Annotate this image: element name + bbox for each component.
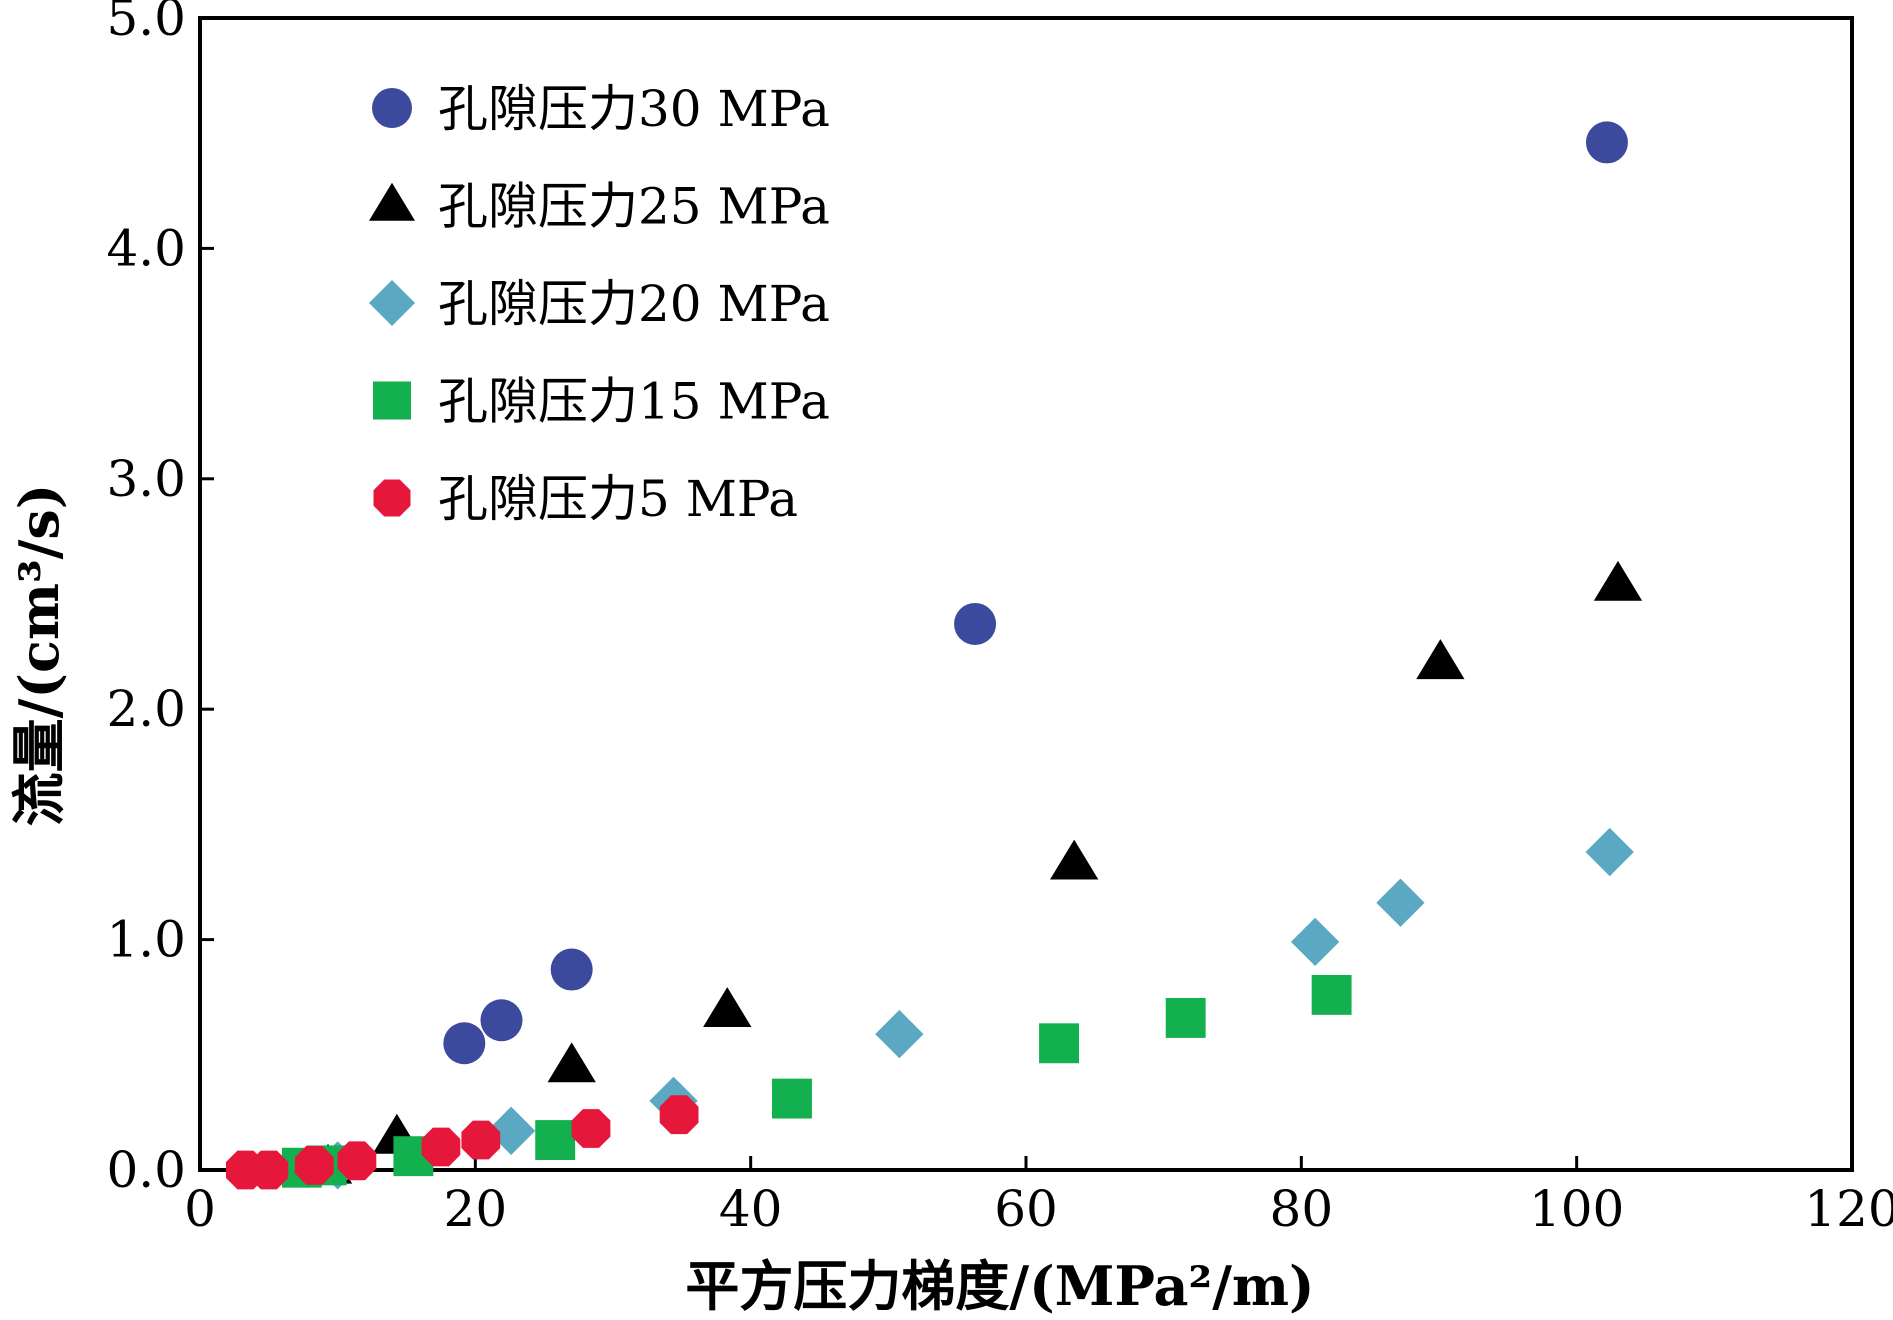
x-tick-label: 0	[184, 1180, 216, 1238]
y-tick-label: 2.0	[106, 680, 186, 738]
y-axis: 0.0 1.0 2.0 3.0 4.0 5.0	[106, 0, 214, 1199]
data-point-triangle	[547, 1042, 596, 1083]
x-tick-label: 60	[994, 1180, 1058, 1238]
data-point-circle	[480, 999, 523, 1042]
legend-label: 孔隙压力5 MPa	[438, 470, 798, 528]
data-point-square	[535, 1120, 576, 1160]
data-point-octagon	[571, 1109, 611, 1148]
series-circle	[443, 121, 1628, 1065]
data-point-triangle	[1593, 560, 1643, 601]
legend: 孔隙压力30 MPa 孔隙压力25 MPa 孔隙压力20 MPa 孔隙压力15 MPa…	[369, 80, 830, 528]
data-point-diamond	[875, 1009, 924, 1059]
legend-item: 孔隙压力5 MPa	[373, 470, 798, 528]
legend-label: 孔隙压力30 MPa	[438, 80, 830, 138]
data-point-octagon	[249, 1150, 289, 1190]
y-tick-label: 0.0	[106, 1141, 186, 1199]
legend-label: 孔隙压力15 MPa	[438, 373, 830, 431]
data-point-square	[772, 1078, 812, 1119]
series-triangle	[303, 560, 1643, 1184]
data-point-triangle	[1416, 639, 1465, 680]
series-octagon	[226, 1095, 699, 1190]
x-tick-label: 20	[444, 1180, 508, 1238]
legend-label: 孔隙压力25 MPa	[438, 178, 830, 236]
y-axis-title: 流量/(cm³/s)	[7, 484, 71, 827]
data-point-circle	[1585, 121, 1628, 164]
y-tick-label: 3.0	[106, 450, 186, 508]
data-point-diamond	[1290, 917, 1340, 967]
y-tick-label: 4.0	[106, 219, 186, 277]
data-point-circle	[443, 1022, 486, 1065]
x-tick-label: 120	[1804, 1180, 1893, 1238]
data-markers	[226, 121, 1643, 1190]
legend-item: 孔隙压力30 MPa	[372, 80, 830, 138]
legend-item: 孔隙压力25 MPa	[369, 178, 830, 236]
legend-item: 孔隙压力20 MPa	[369, 275, 830, 333]
legend-item: 孔隙压力15 MPa	[373, 373, 830, 431]
x-axis: 0 20 40 60 80 100 120	[184, 1156, 1893, 1238]
x-axis-title: 平方压力梯度/(MPa²/m)	[685, 1254, 1314, 1318]
x-tick-label: 80	[1270, 1180, 1334, 1238]
legend-marker-triangle	[369, 182, 415, 221]
legend-marker-octagon	[373, 479, 411, 517]
data-point-triangle	[703, 987, 752, 1027]
data-point-diamond	[1376, 878, 1425, 927]
y-tick-label: 5.0	[106, 0, 186, 47]
x-tick-label: 100	[1529, 1180, 1624, 1238]
legend-marker-circle	[372, 88, 412, 128]
y-tick-label: 1.0	[106, 911, 186, 969]
legend-label: 孔隙压力20 MPa	[438, 275, 830, 333]
data-point-square	[1311, 974, 1352, 1015]
data-point-square	[1165, 997, 1206, 1038]
data-point-octagon	[461, 1120, 501, 1160]
data-point-octagon	[659, 1095, 699, 1135]
data-point-triangle	[1050, 839, 1099, 880]
data-point-octagon	[337, 1141, 377, 1181]
data-point-circle	[550, 948, 593, 991]
legend-marker-diamond	[369, 280, 415, 326]
legend-marker-square	[373, 381, 411, 420]
data-point-octagon	[294, 1146, 334, 1185]
data-point-octagon	[421, 1127, 461, 1167]
x-tick-label: 40	[719, 1180, 783, 1238]
data-point-square	[1039, 1023, 1079, 1064]
data-point-circle	[954, 602, 997, 645]
data-point-diamond	[1585, 827, 1634, 877]
